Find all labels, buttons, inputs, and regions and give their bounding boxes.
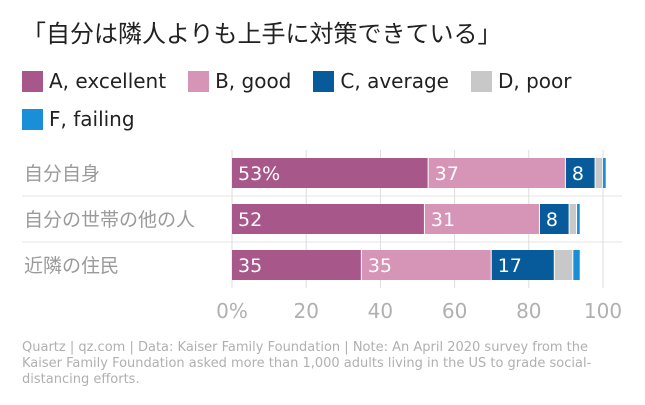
- legend-label: D, poor: [497, 69, 572, 93]
- x-tick-label: 60: [442, 299, 467, 323]
- legend-label: C, average: [340, 69, 449, 93]
- bar-segment: [565, 158, 595, 188]
- data-label: 53%: [238, 163, 280, 185]
- legend-swatch: [313, 70, 335, 92]
- legend: A, excellent B, good C, average D, poor F, f…: [22, 66, 632, 134]
- x-tick-label: 0%: [216, 299, 248, 323]
- bar-segment: [428, 158, 565, 188]
- x-tick-label: 100: [584, 299, 622, 323]
- bar-segment: [554, 250, 573, 280]
- source-note: Quartz | qz.com | Data: Kaiser Family Fo…: [22, 340, 592, 387]
- chart-title: 「自分は隣人よりも上手に対策できている」: [22, 20, 502, 48]
- legend-swatch: [22, 70, 43, 92]
- bar-segment: [232, 204, 424, 234]
- legend-item: B, good: [188, 66, 291, 96]
- data-label: 8: [546, 209, 558, 231]
- bar-segment: [577, 204, 580, 234]
- bar-segment: [491, 250, 554, 280]
- legend-item: D, poor: [470, 66, 572, 96]
- legend-item: F, failing: [22, 104, 135, 134]
- category-label: 自分自身: [24, 163, 100, 185]
- data-label: 8: [572, 163, 584, 185]
- data-label: 31: [431, 209, 455, 231]
- data-label: 37: [435, 163, 459, 185]
- legend-label: B, good: [215, 69, 292, 93]
- x-tick-label: 20: [293, 299, 318, 323]
- bar-segment: [232, 158, 428, 188]
- legend-swatch: [188, 70, 210, 92]
- bar-segment: [573, 250, 580, 280]
- bar-segment: [603, 158, 606, 188]
- data-label: 35: [368, 255, 392, 277]
- bar-segment: [424, 204, 539, 234]
- legend-swatch: [470, 70, 492, 92]
- bar-segment: [361, 250, 491, 280]
- bar-segment: [232, 250, 361, 280]
- category-label: 近隣の住民: [24, 255, 119, 277]
- data-label: 35: [238, 255, 262, 277]
- x-tick-label: 80: [516, 299, 541, 323]
- legend-swatch: [22, 108, 43, 130]
- legend-label: A, excellent: [49, 69, 167, 93]
- legend-item: C, average: [313, 66, 449, 96]
- legend-label: F, failing: [49, 107, 135, 131]
- category-label: 自分の世帯の他の人: [24, 209, 195, 231]
- data-label: 52: [238, 209, 262, 231]
- legend-item: A, excellent: [22, 66, 166, 96]
- x-tick-label: 40: [368, 299, 393, 323]
- bar-segment: [569, 204, 577, 234]
- bar-segment: [539, 204, 569, 234]
- bar-segment: [595, 158, 602, 188]
- data-label: 17: [498, 255, 522, 277]
